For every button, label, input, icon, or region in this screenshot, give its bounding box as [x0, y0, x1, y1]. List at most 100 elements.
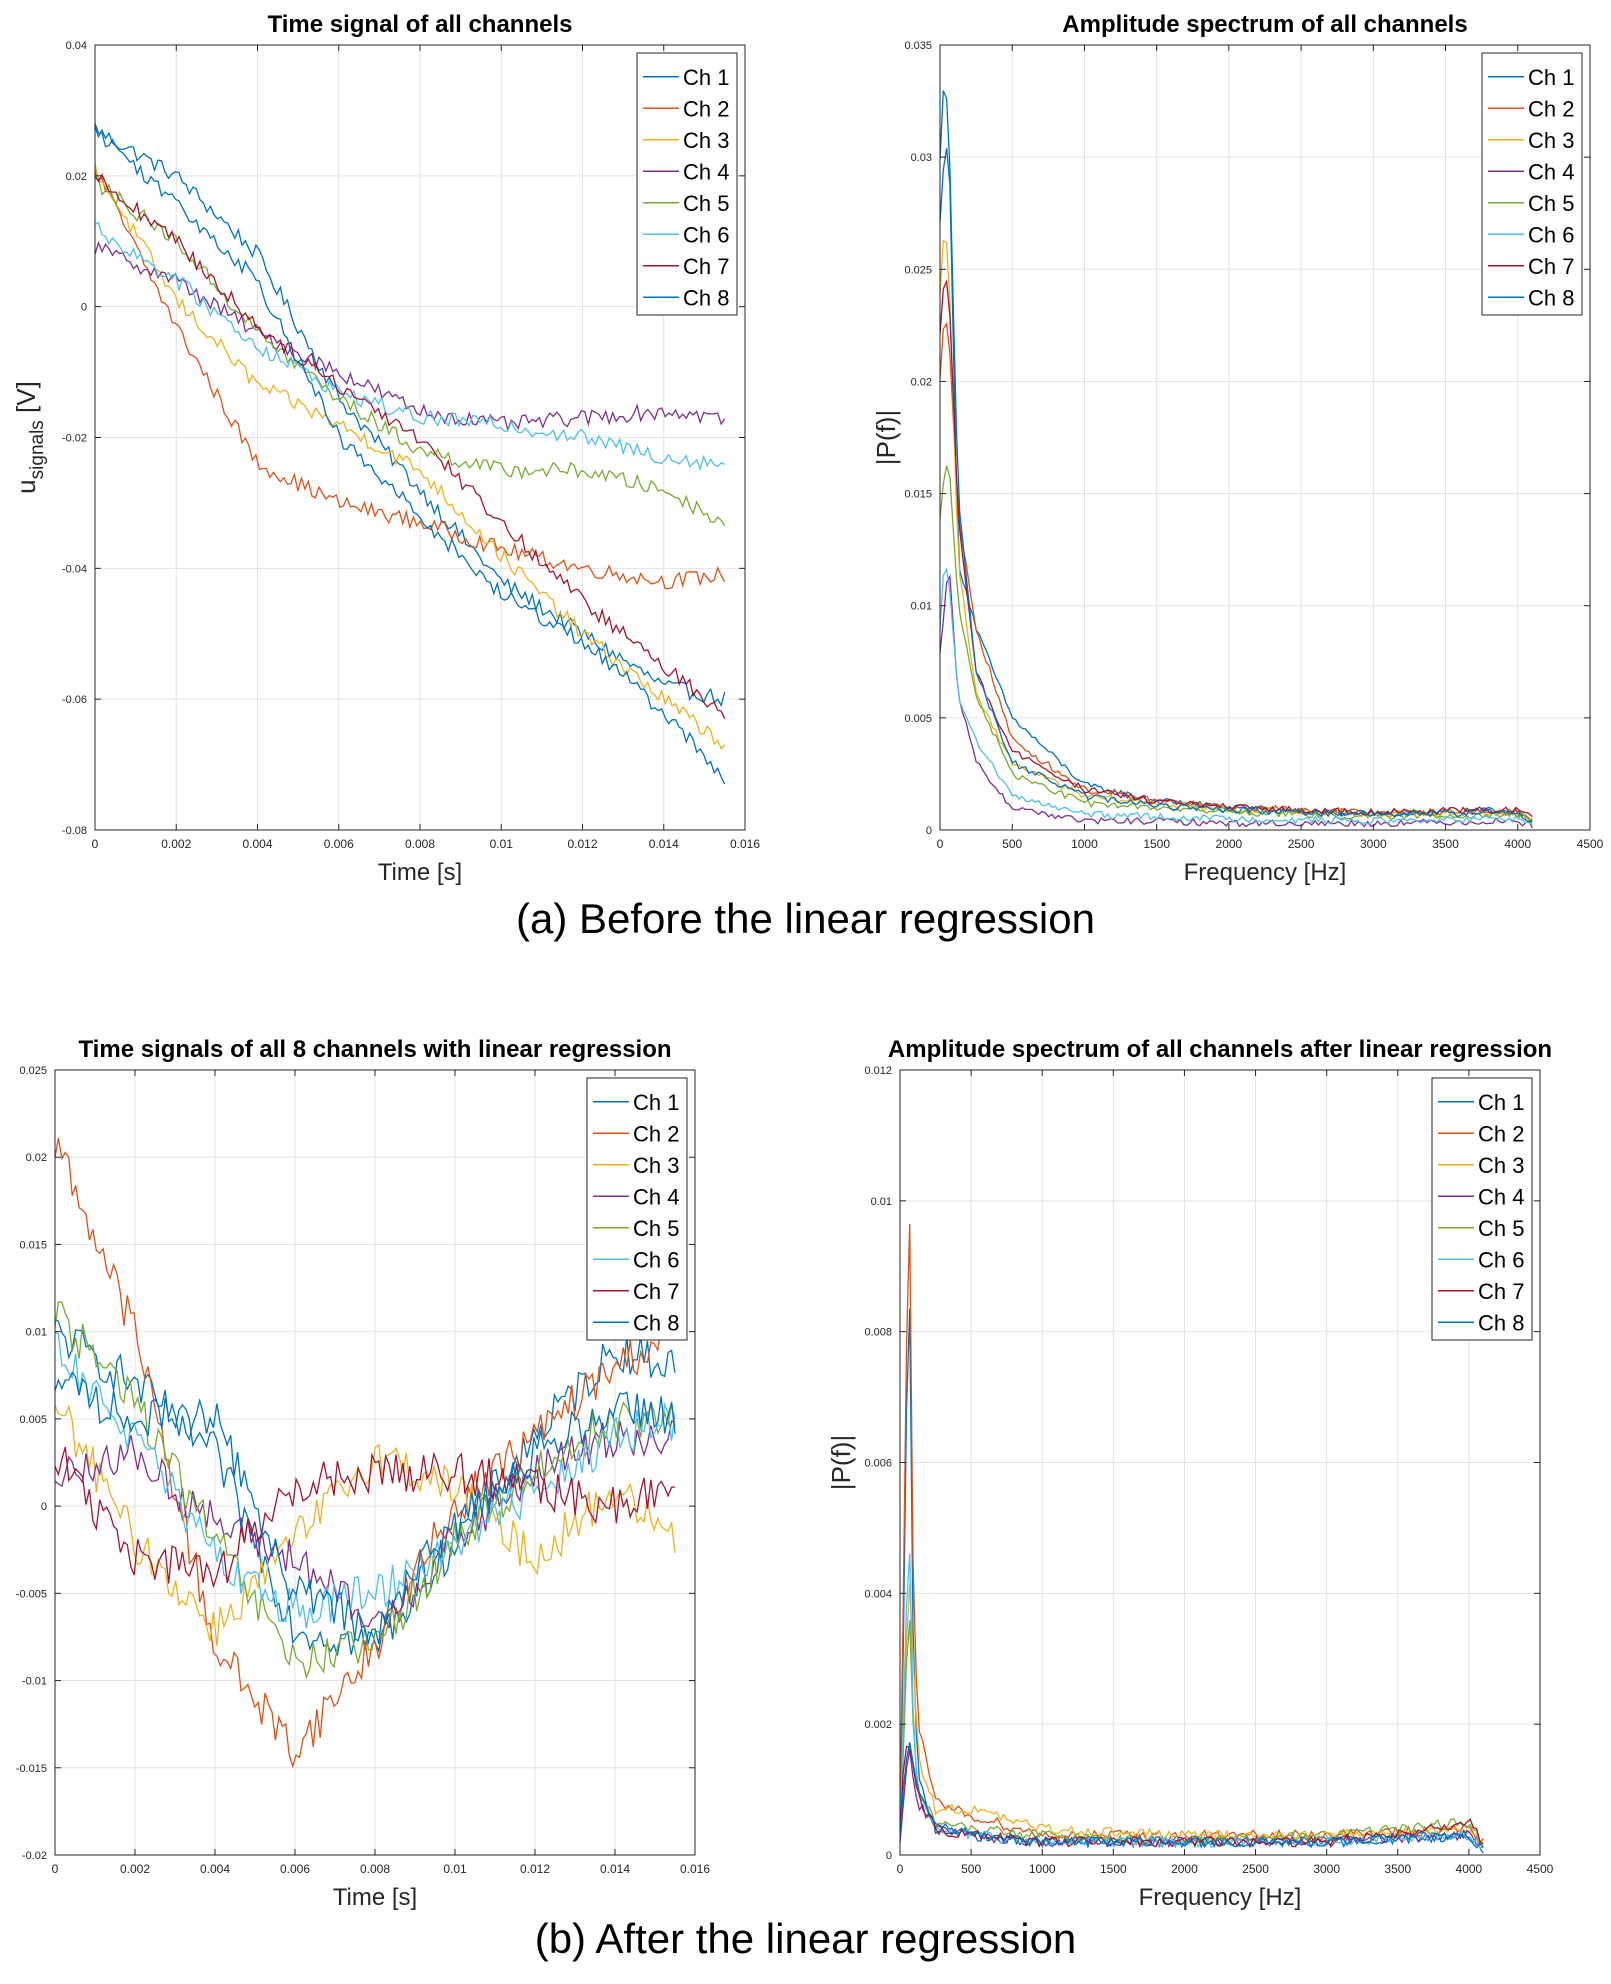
chart-time-signal-after: 0 0.002 0.004 0.006 0.008 0.01 0.012 0.014 0.016…	[16, 1036, 711, 1911]
y-tick-label: 0.005	[19, 1414, 47, 1426]
legend-label-6: Ch 6	[633, 1247, 679, 1272]
x-tick-label: 3000	[1360, 837, 1387, 851]
axes-box	[939, 44, 1591, 831]
x-tick-label: 0.012	[567, 837, 597, 851]
y-tick-label: 0.004	[864, 1588, 892, 1600]
x-tick-label: 1000	[1071, 837, 1098, 851]
x-tick-label: 0.014	[600, 1862, 630, 1876]
legend-label-6: Ch 6	[1528, 222, 1574, 247]
series-line-7	[95, 173, 726, 720]
y-tick-label: -0.02	[22, 1850, 47, 1862]
legend-label-2: Ch 2	[1528, 96, 1574, 121]
series-line-8	[940, 90, 1533, 823]
legend-label-7: Ch 7	[1528, 254, 1574, 279]
series-line-5	[95, 175, 726, 527]
series-group	[900, 1223, 1484, 1854]
series-group	[55, 1137, 676, 1769]
y-tick-label: -0.06	[62, 694, 87, 706]
caption-before: (a) Before the linear regression	[516, 895, 1095, 942]
caption-after: (b) After the linear regression	[534, 1915, 1077, 1962]
x-tick-label: 0.016	[680, 1862, 710, 1876]
y-axis-label: |P(f)|	[871, 410, 901, 465]
x-tick-label: 0.006	[280, 1862, 310, 1876]
series-line-8	[900, 1742, 1484, 1850]
y-tick-label: 0.03	[911, 152, 932, 164]
legend-label-1: Ch 1	[683, 65, 729, 90]
legend-label-2: Ch 2	[1478, 1121, 1524, 1146]
y-tick-label: -0.01	[22, 1676, 47, 1688]
legend-label-4: Ch 4	[683, 159, 729, 184]
y-tick-label: 0.04	[66, 40, 87, 52]
chart-title: Time signals of all 8 channels with line…	[78, 1036, 671, 1063]
x-tick-label: 2000	[1171, 1862, 1198, 1876]
series-line-4	[55, 1420, 676, 1629]
legend-label-5: Ch 5	[1528, 191, 1574, 216]
legend-box	[586, 1077, 688, 1341]
series-line-2	[95, 170, 726, 590]
y-axis-label-main: |P(f)|	[871, 410, 901, 465]
y-tick-label: 0.01	[871, 1196, 892, 1208]
legend-label-2: Ch 2	[683, 96, 729, 121]
y-tick-label: 0.01	[911, 601, 932, 613]
series-line-5	[900, 1620, 1484, 1848]
legend-label-5: Ch 5	[1478, 1216, 1524, 1241]
y-tick-label: 0.02	[26, 1152, 47, 1164]
y-tick-label: 0.015	[19, 1239, 47, 1251]
y-tick-label: 0	[41, 1501, 47, 1513]
y-axis-label-unit: [V]	[11, 381, 41, 420]
legend-label-5: Ch 5	[633, 1216, 679, 1241]
x-axis-label: Frequency [Hz]	[1184, 859, 1347, 886]
legend-label-6: Ch 6	[1478, 1247, 1524, 1272]
x-tick-label: 500	[1002, 837, 1022, 851]
y-tick-label: -0.015	[16, 1763, 47, 1775]
x-tick-label: 3500	[1384, 1862, 1411, 1876]
chart-time-signal-before: 0 0.002 0.004 0.006 0.008 0.01 0.012 0.014 0.016…	[11, 11, 760, 886]
y-axis-label-sub: signals	[27, 420, 48, 479]
chart-spectrum-before: 0 500 1000 1500 2000 2500 3000 3500 4000 4500 0 0.0…	[871, 11, 1604, 886]
y-axis-label-main: |P(f)|	[826, 1435, 856, 1490]
legend-label-3: Ch 3	[633, 1153, 679, 1178]
y-tick-label: 0.035	[904, 40, 932, 52]
y-tick-label: -0.02	[62, 433, 87, 445]
x-tick-label: 0.014	[649, 837, 679, 851]
x-tick-label: 0	[92, 837, 99, 851]
legend-label-1: Ch 1	[633, 1090, 679, 1115]
legend-label-2: Ch 2	[633, 1121, 679, 1146]
legend-label-8: Ch 8	[683, 285, 729, 310]
x-tick-label: 0	[52, 1862, 59, 1876]
y-tick-label: 0.002	[864, 1719, 892, 1731]
series-line-6	[95, 222, 725, 471]
legend-box	[1481, 52, 1583, 316]
x-tick-label: 3000	[1313, 1862, 1340, 1876]
x-tick-label: 0.002	[161, 837, 191, 851]
legend-label-8: Ch 8	[1478, 1310, 1524, 1335]
series-line-4	[940, 574, 1533, 829]
y-tick-label: 0.025	[904, 264, 932, 276]
y-axis-label: usignals [V]	[11, 381, 48, 494]
x-tick-label: 0	[937, 837, 944, 851]
chart-spectrum-after: 0 500 1000 1500 2000 2500 3000 3500 4000 4500 0 0.0…	[826, 1036, 1554, 1911]
x-tick-label: 0.004	[242, 837, 272, 851]
x-tick-label: 0.006	[324, 837, 354, 851]
x-tick-label: 1500	[1143, 837, 1170, 851]
x-tick-label: 2000	[1216, 837, 1243, 851]
x-tick-label: 2500	[1242, 1862, 1269, 1876]
y-tick-label: -0.005	[16, 1588, 47, 1600]
x-tick-label: 0.004	[200, 1862, 230, 1876]
series-line-8	[95, 123, 726, 785]
series-line-5	[940, 465, 1533, 825]
x-axis-label: Time [s]	[333, 1884, 417, 1911]
series-line-4	[95, 240, 726, 432]
x-tick-label: 4000	[1504, 837, 1531, 851]
x-tick-label: 4500	[1527, 1862, 1554, 1876]
y-tick-label: 0	[886, 1850, 892, 1862]
y-tick-label: -0.08	[62, 825, 87, 837]
x-tick-label: 0	[897, 1862, 904, 1876]
x-tick-label: 0.01	[443, 1862, 467, 1876]
series-group	[95, 123, 726, 785]
x-tick-label: 2500	[1288, 837, 1315, 851]
legend-label-3: Ch 3	[1478, 1153, 1524, 1178]
legend-label-4: Ch 4	[1478, 1184, 1524, 1209]
series-line-8	[55, 1371, 676, 1646]
legend-box	[1431, 1077, 1533, 1341]
